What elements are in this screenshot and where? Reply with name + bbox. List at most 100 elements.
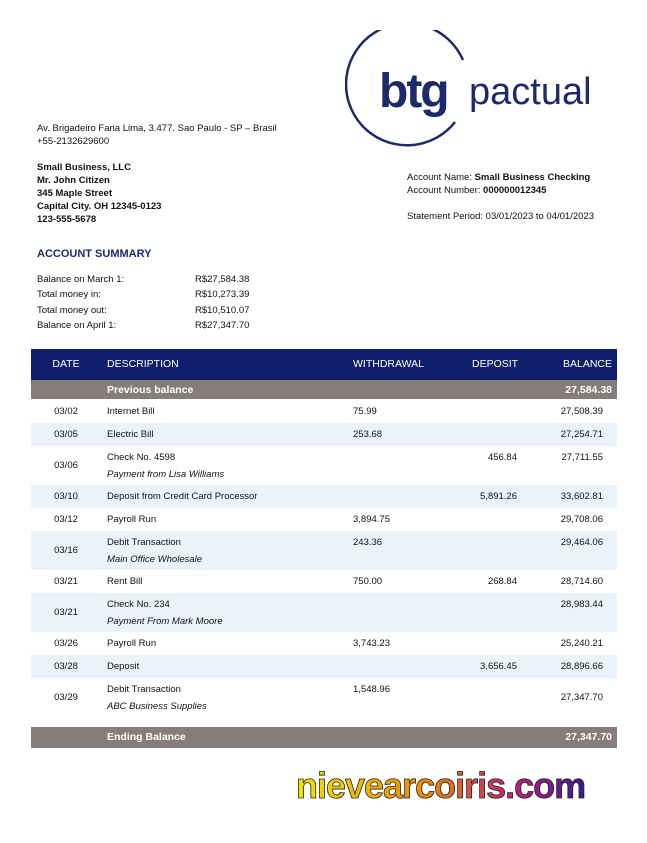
bank-address: Av. Brigadeiro Faria Lima, 3.477. Sao Pa… (37, 123, 277, 134)
summary-label: Balance on April 1: (37, 319, 117, 331)
balance: 27,347.70 (560, 692, 603, 703)
summary-title: ACCOUNT SUMMARY (37, 248, 152, 260)
balance-row: Previous balance 27,584.38 (31, 380, 617, 399)
balance-value: 27,584.38 (565, 384, 612, 396)
deposit: 5,891.26 (480, 491, 517, 502)
date: 03/16 (54, 545, 78, 556)
customer-line: 123-555-5678 (37, 214, 97, 225)
date: 03/21 (54, 576, 78, 587)
balance: 29,464.06 (560, 537, 603, 548)
header-cell: WITHDRAWAL (353, 358, 424, 370)
description: Internet Bill (107, 406, 155, 417)
header-cell: DATE (52, 358, 80, 370)
description: Electric Bill (107, 429, 154, 440)
date: 03/12 (54, 514, 78, 525)
summary-value: R$27,347.70 (195, 319, 250, 331)
logo: btg pactual (345, 30, 592, 147)
description: Payroll Run (107, 638, 157, 649)
transaction-row: 03/02 Internet Bill 75.99 27,508.39 (31, 400, 617, 423)
summary-label: Balance on March 1: (37, 274, 125, 285)
transaction-row: 03/10 Deposit from Credit Card Processor 5… (31, 485, 617, 508)
header-cell: DEPOSIT (472, 358, 519, 370)
description: Rent Bill (107, 576, 143, 587)
balance: 28,896.66 (560, 661, 603, 672)
summary-value: R$27,584.38 (195, 274, 250, 285)
memo: Payment from Lisa Williams (107, 469, 225, 480)
balance: 27,254.71 (560, 429, 603, 440)
logo-primary: btg (379, 65, 448, 118)
date: 03/10 (54, 491, 78, 502)
transaction-row: 03/26 Payroll Run 3,743.23 25,240.21 (31, 632, 617, 655)
customer-line: Mr. John Citizen (37, 175, 110, 186)
transaction-row: 03/21 Check No. 234 Payment From Mark Moor… (31, 593, 617, 632)
header-cell: DESCRIPTION (107, 358, 179, 370)
deposit: 456.84 (487, 452, 517, 463)
transaction-row: 03/28 Deposit 3,656.45 28,896.66 (31, 655, 617, 678)
date: 03/02 (54, 406, 78, 417)
balance: 33,602.81 (560, 491, 603, 502)
memo: ABC Business Supplies (107, 701, 207, 712)
balance-label: Ending Balance (107, 731, 186, 743)
withdrawal: 75.99 (353, 406, 377, 417)
date: 03/21 (54, 607, 78, 618)
date: 03/06 (54, 460, 78, 471)
statement-period: Statement Period: 03/01/2023 to 04/01/20… (407, 211, 594, 222)
balance: 27,508.39 (560, 406, 603, 417)
account-number: Account Number: 000000012345 (407, 185, 546, 196)
withdrawal: 3,894.75 (353, 514, 390, 525)
balance: 28,983.44 (560, 599, 603, 610)
withdrawal: 3,743.23 (353, 638, 390, 649)
withdrawal: 253.68 (353, 429, 383, 440)
date: 03/26 (54, 638, 78, 649)
summary-label: Total money in: (37, 289, 101, 301)
bank-phone: +55-2132629600 (37, 136, 110, 147)
withdrawal: 1,548.96 (353, 684, 390, 695)
transaction-row: 03/12 Payroll Run 3,894.75 29,708.06 (31, 508, 617, 531)
withdrawal: 750.00 (353, 576, 383, 587)
watermark-text: nievearcoiris.com (296, 765, 585, 806)
summary-value: R$10,273.39 (195, 289, 250, 301)
memo: Main Office Wholesale (107, 554, 203, 565)
transaction-row: 03/05 Electric Bill 253.68 27,254.71 (31, 423, 617, 446)
date: 03/05 (54, 429, 78, 440)
transaction-row: 03/21 Rent Bill 750.00 268.84 28,714.60 (31, 570, 617, 593)
date: 03/29 (54, 692, 78, 703)
summary-label: Total money out: (37, 304, 107, 316)
description: Payroll Run (107, 514, 157, 525)
balance-label: Previous balance (107, 384, 194, 396)
description: Deposit from Credit Card Processor (107, 491, 258, 502)
description: Check No. 4598 (107, 452, 176, 463)
transaction-row: 03/16 Debit Transaction Main Office Wholes… (31, 531, 617, 570)
customer-line: 345 Maple Street (37, 188, 112, 199)
transaction-row: 03/06 Check No. 4598 Payment from Lisa Wil… (31, 446, 617, 485)
withdrawal: 243.36 (353, 537, 383, 548)
label: Account Name: (407, 172, 472, 183)
deposit: 3,656.45 (480, 661, 517, 672)
customer-line: Small Business, LLC (37, 162, 131, 173)
balance: 27,711.55 (561, 452, 603, 463)
watermark: nievearcoiris.com (296, 765, 587, 807)
balance: 25,240.21 (560, 638, 603, 649)
balance: 29,708.06 (560, 514, 603, 525)
date: 03/28 (54, 661, 78, 672)
account-name: Account Name: Small Business Checking (407, 172, 590, 183)
value: 000000012345 (483, 185, 547, 196)
transaction-row: 03/29 Debit Transaction ABC Business Suppl… (31, 678, 617, 717)
balance-row: Ending Balance 27,347.70 (31, 727, 617, 748)
balance: 28,714.60 (560, 576, 603, 587)
customer-line: Capital City. OH 12345-0123 (37, 201, 162, 212)
deposit: 268.84 (487, 576, 517, 587)
description: Debit Transaction (107, 684, 181, 695)
logo-secondary: pactual (469, 71, 592, 113)
balance-value: 27,347.70 (565, 731, 612, 743)
memo: Payment From Mark Moore (107, 616, 223, 627)
summary-value: R$10,510.07 (195, 304, 250, 316)
logo-ring (345, 30, 465, 147)
value: Small Business Checking (474, 172, 591, 183)
header-cell: BALANCE (562, 358, 612, 370)
description: Debit Transaction (107, 537, 181, 548)
description: Check No. 234 (107, 599, 170, 610)
table-header: DATE DESCRIPTION WITHDRAWAL DEPOSIT BALANCE (31, 349, 617, 380)
description: Deposit (107, 661, 140, 672)
